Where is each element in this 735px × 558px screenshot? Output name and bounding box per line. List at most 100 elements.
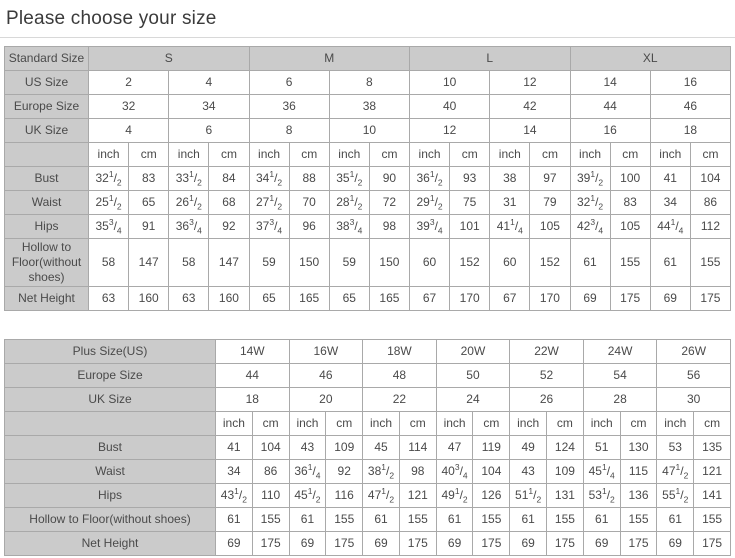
- cell: 12: [408, 118, 491, 143]
- cell: 40: [408, 94, 491, 119]
- cell: 61: [362, 507, 400, 532]
- cell: 86: [251, 459, 290, 484]
- cell: 56: [656, 363, 731, 388]
- cell: cm: [368, 142, 411, 167]
- cell: 175: [619, 531, 658, 556]
- cell: inch: [288, 411, 327, 436]
- cell: 28: [582, 387, 658, 412]
- cell: 84: [208, 166, 250, 191]
- cell: inch: [408, 142, 451, 167]
- cell: 147: [128, 238, 170, 287]
- cell: 69: [582, 531, 621, 556]
- cell: 321/2: [569, 190, 611, 215]
- cell: 18: [649, 118, 732, 143]
- cell: 160: [208, 286, 250, 311]
- cell: 175: [398, 531, 437, 556]
- cell: 141: [693, 483, 731, 508]
- cell: 381/2: [362, 459, 400, 484]
- cell: 18: [215, 387, 290, 412]
- cell: 61: [656, 507, 695, 532]
- row-label: [4, 142, 89, 167]
- row-label: Bust: [4, 435, 216, 460]
- cell: 46: [288, 363, 364, 388]
- cell: cm: [689, 142, 732, 167]
- cell: 98: [398, 459, 437, 484]
- cell: 10: [328, 118, 411, 143]
- table-row: Bust 321/2 83 331/2 84 341/2 88 351/2 90 361/2 93 3…: [4, 166, 732, 191]
- table-row: Standard Size S M L XL: [4, 46, 731, 71]
- cell: 152: [529, 238, 571, 287]
- cell: cm: [325, 411, 364, 436]
- row-label: Bust: [4, 166, 89, 191]
- cell: 61: [649, 238, 691, 287]
- cell: 24W: [582, 339, 658, 364]
- cell: 114: [398, 435, 437, 460]
- row-label: Waist: [4, 459, 216, 484]
- cell: 6: [248, 70, 330, 95]
- cell: inch: [168, 142, 210, 167]
- cell: 175: [693, 531, 731, 556]
- cell: 261/2: [168, 190, 210, 215]
- row-label: Net Height: [4, 531, 216, 556]
- cell: 110: [251, 483, 290, 508]
- cell: 34: [168, 94, 250, 119]
- cell: 126: [472, 483, 511, 508]
- cell: 6: [168, 118, 250, 143]
- table-row: inch cm inch cm inch cm inch cm inch cm inch cm inch…: [4, 411, 731, 436]
- cell: 321/2: [87, 166, 130, 191]
- cell: 32: [87, 94, 170, 119]
- cell: 155: [472, 507, 511, 532]
- cell: inch: [435, 411, 474, 436]
- cell: 4: [168, 70, 250, 95]
- table-row: Waist 34 86 361/4 92 381/2 98 403/4 104 43 109 451/…: [4, 459, 731, 484]
- table-row: Hollow to Floor(without shoes) 58 147 58 147…: [4, 238, 732, 287]
- cell: 45: [362, 435, 400, 460]
- cell: 91: [128, 214, 170, 239]
- cell: 59: [328, 238, 370, 287]
- cell: 26W: [656, 339, 731, 364]
- row-label: Hollow to Floor(without shoes): [4, 238, 89, 287]
- cell: 291/2: [408, 190, 451, 215]
- table-row: US Size 2 4 6 8 10 12 14 16: [4, 70, 732, 95]
- cell: 16: [569, 118, 651, 143]
- row-label: Hips: [4, 214, 89, 239]
- cell: 60: [408, 238, 451, 287]
- row-label: [4, 411, 216, 436]
- cell: 53: [656, 435, 695, 460]
- cell: 67: [489, 286, 531, 311]
- cell: 97: [529, 166, 571, 191]
- cell: 58: [87, 238, 130, 287]
- cell: XL: [569, 46, 731, 71]
- cell: 511/2: [509, 483, 548, 508]
- table-row: UK Size 18 20 22 24 26 28 30: [4, 387, 731, 412]
- table-row: Waist 251/2 65 261/2 68 271/2 70 281/2 72 291/2 75…: [4, 190, 732, 215]
- cell: 41: [649, 166, 691, 191]
- cell: 46: [649, 94, 732, 119]
- cell: 49: [509, 435, 548, 460]
- cell: 471/2: [656, 459, 695, 484]
- cell: 2: [87, 70, 170, 95]
- cell: 4: [87, 118, 170, 143]
- cell: 90: [368, 166, 411, 191]
- cell: 155: [609, 238, 651, 287]
- cell: 361/2: [408, 166, 451, 191]
- cell: 491/2: [435, 483, 474, 508]
- cell: 34: [215, 459, 253, 484]
- table-gap: [4, 311, 731, 339]
- cell: 109: [325, 435, 364, 460]
- cell: 383/4: [328, 214, 370, 239]
- cell: 47: [435, 435, 474, 460]
- cell: 42: [489, 94, 571, 119]
- cell: 531/2: [582, 483, 621, 508]
- cell: 65: [248, 286, 290, 311]
- cell: 150: [368, 238, 411, 287]
- cell: 136: [619, 483, 658, 508]
- cell: 147: [208, 238, 250, 287]
- cell: 12: [489, 70, 571, 95]
- cell: 135: [693, 435, 731, 460]
- cell: cm: [288, 142, 330, 167]
- cell: 281/2: [328, 190, 370, 215]
- cell: inch: [569, 142, 611, 167]
- cell: inch: [649, 142, 691, 167]
- cell: cm: [449, 142, 491, 167]
